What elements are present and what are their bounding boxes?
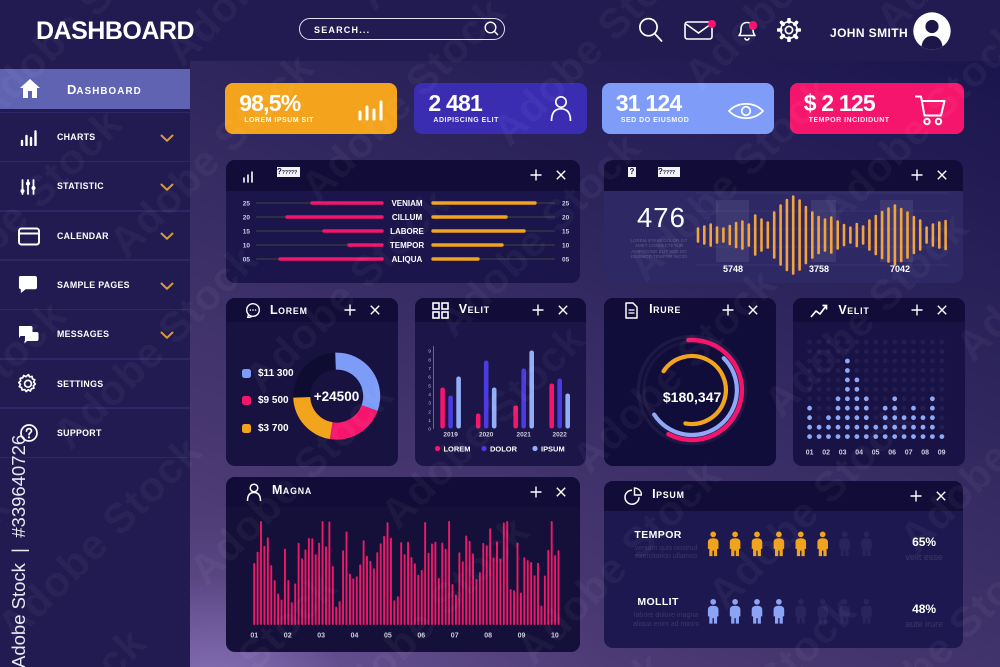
- svg-text:02: 02: [823, 449, 831, 456]
- svg-text:25: 25: [243, 201, 251, 208]
- svg-text:1: 1: [428, 417, 431, 423]
- svg-text:02: 02: [284, 633, 292, 640]
- svg-text:01: 01: [806, 449, 814, 456]
- svg-text:6: 6: [428, 374, 431, 380]
- svg-text:06: 06: [889, 449, 897, 456]
- svg-text:06: 06: [417, 633, 425, 640]
- svg-text:2019: 2019: [443, 431, 458, 438]
- svg-text:08: 08: [484, 633, 492, 640]
- svg-text:LOREM: LOREM: [443, 444, 470, 453]
- svg-text:05: 05: [872, 449, 880, 456]
- svg-text:20: 20: [243, 215, 251, 222]
- svg-text:03: 03: [839, 449, 847, 456]
- svg-text:CILLUM: CILLUM: [392, 213, 423, 222]
- svg-text:3758: 3758: [809, 264, 829, 274]
- svg-text:IPSUM: IPSUM: [541, 444, 565, 453]
- svg-text:DOLOR: DOLOR: [490, 444, 518, 453]
- svg-text:20: 20: [562, 215, 570, 222]
- svg-text:LABORE: LABORE: [390, 227, 424, 236]
- svg-text:VENIAM: VENIAM: [391, 199, 422, 208]
- svg-text:2: 2: [428, 409, 431, 415]
- svg-text:04: 04: [856, 449, 864, 456]
- svg-text:10: 10: [551, 633, 559, 640]
- svg-text:3: 3: [428, 400, 431, 406]
- svg-text:01: 01: [250, 633, 258, 640]
- svg-text:04: 04: [351, 633, 359, 640]
- svg-text:2022: 2022: [552, 431, 567, 438]
- svg-text:03: 03: [317, 633, 325, 640]
- svg-text:8: 8: [428, 357, 431, 363]
- svg-text:4: 4: [428, 391, 431, 397]
- svg-text:25: 25: [562, 201, 570, 208]
- svg-text:TEMPOR: TEMPOR: [390, 241, 424, 250]
- svg-text:10: 10: [562, 243, 570, 250]
- svg-text:07: 07: [905, 449, 913, 456]
- svg-text:09: 09: [938, 449, 946, 456]
- svg-text:09: 09: [518, 633, 526, 640]
- svg-text:0: 0: [428, 426, 431, 432]
- svg-text:08: 08: [922, 449, 930, 456]
- svg-text:7: 7: [428, 366, 431, 372]
- svg-text:2021: 2021: [516, 431, 531, 438]
- svg-text:10: 10: [243, 243, 251, 250]
- svg-text:05: 05: [384, 633, 392, 640]
- svg-text:7042: 7042: [890, 264, 910, 274]
- svg-text:5: 5: [428, 383, 431, 389]
- svg-text:2020: 2020: [479, 431, 494, 438]
- svg-text:05: 05: [243, 257, 251, 264]
- svg-text:15: 15: [562, 229, 570, 236]
- svg-text:9: 9: [428, 348, 431, 354]
- svg-text:ALIQUA: ALIQUA: [392, 255, 423, 264]
- svg-text:5748: 5748: [723, 264, 743, 274]
- svg-text:07: 07: [451, 633, 459, 640]
- svg-text:05: 05: [562, 257, 570, 264]
- svg-text:15: 15: [243, 229, 251, 236]
